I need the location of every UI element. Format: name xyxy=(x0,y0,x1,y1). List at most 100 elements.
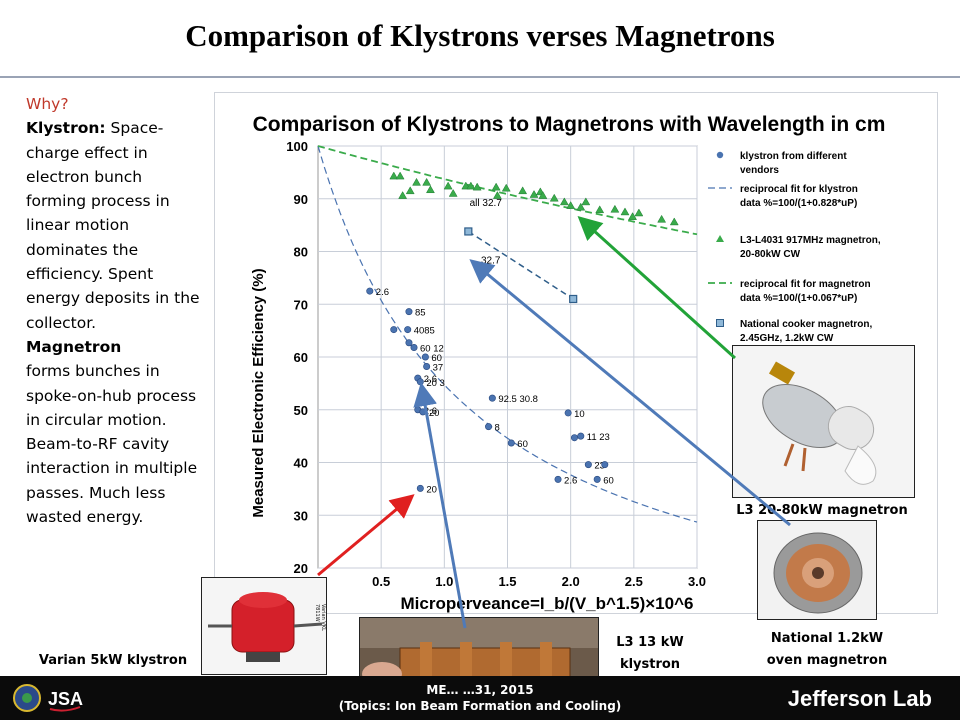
klystron-point xyxy=(405,339,413,347)
klystron-body: Space-charge effect in electron bunch fo… xyxy=(26,119,200,332)
varian-caption: Varian 5kW klystron xyxy=(38,653,188,668)
slide-title: Comparison of Klystrons verses Magnetron… xyxy=(185,18,775,53)
varian-klystron-photo: Varian VKL 7811W xyxy=(201,577,327,675)
magnetron-point xyxy=(398,191,408,199)
x-tick-label: 1.5 xyxy=(498,574,516,589)
point-label: 11 23 xyxy=(587,432,610,443)
legend-entry-text: klystron from different xyxy=(740,151,847,162)
magnetron-point xyxy=(395,171,405,180)
point-label: 20 3 xyxy=(426,378,445,389)
point-label: 60 xyxy=(431,353,442,364)
why-label: Why? xyxy=(26,95,69,113)
explanation-text: Why? Klystron: Space-charge effect in el… xyxy=(26,92,204,529)
magnetron-point xyxy=(448,188,458,197)
magnetron-point xyxy=(491,182,501,191)
footer-text: ME… …31, 2015 (Topics: Ion Beam Formatio… xyxy=(0,682,960,714)
national-point xyxy=(569,294,578,304)
point-label: 60 xyxy=(517,439,528,450)
klystron-point xyxy=(421,353,429,361)
legend-square-swatch xyxy=(716,319,724,327)
klystron-point xyxy=(593,475,601,483)
plot-area: 0.5 1.0 1.5 2.0 2.5 3.0 20 30 40 50 60 70 80 90 100 2.6… xyxy=(286,139,706,589)
legend-entry-text: 2.45GHz, 1.2kW CW xyxy=(740,333,834,344)
point-label: 20 xyxy=(429,408,440,419)
magnetron-point xyxy=(492,191,502,199)
klystron-point xyxy=(584,461,592,469)
x-tick-label: 2.5 xyxy=(625,574,643,589)
y-tick-label: 60 xyxy=(294,350,308,365)
magnetron-point xyxy=(529,190,539,198)
national-point xyxy=(464,227,473,236)
y-tick-label: 50 xyxy=(294,403,308,418)
magnetron-paragraph: Magnetron forms bunches in spoke-on-hub p… xyxy=(26,335,204,529)
magnetron-point xyxy=(472,182,482,191)
point-label: 85 xyxy=(415,308,426,319)
x-tick-label: 3.0 xyxy=(688,574,706,589)
magnetron-image xyxy=(733,346,914,497)
jsa-logo-icon: JSA xyxy=(48,689,83,712)
magnetron-point xyxy=(412,177,421,186)
klystron-point xyxy=(423,362,431,370)
y-tick-label: 20 xyxy=(294,561,308,576)
point-label: 2.6 xyxy=(376,287,389,298)
legend-entry-text: L3-L4031 917MHz magnetron, xyxy=(740,235,881,246)
svg-text:JSA: JSA xyxy=(48,689,83,709)
point-label: 60 xyxy=(603,475,614,486)
y-tick-label: 80 xyxy=(294,245,308,260)
magnetron-point xyxy=(422,177,432,186)
klystron-point xyxy=(419,408,427,416)
legend-entry-text: data %=100/(1+0.067*uP) xyxy=(740,293,857,304)
point-label: 10 xyxy=(574,409,585,420)
magnetron-label: Magnetron xyxy=(26,337,122,356)
varian-photo-label: Varian VKL 7811W xyxy=(314,604,326,631)
klystron-point xyxy=(404,326,412,334)
point-label: 92.5 30.8 xyxy=(498,394,538,405)
magnetron-point xyxy=(581,197,591,206)
klystron-point xyxy=(570,434,578,442)
y-tick-label: 90 xyxy=(294,192,308,207)
magnetron-point xyxy=(634,208,644,217)
legend-entry-text: National cooker magnetron, xyxy=(740,319,872,330)
legend-entry-text: data %=100/(1+0.828*uP) xyxy=(740,198,857,209)
legend-entry-text: reciprocal fit for magnetron xyxy=(740,279,871,290)
footer-line-1: ME… …31, 2015 xyxy=(426,683,534,697)
legend-triangle-swatch xyxy=(716,235,724,242)
chart-legend: klystron from different vendors reciprocal… xyxy=(708,151,881,344)
jefferson-lab-logo: Jefferson Lab xyxy=(787,686,932,711)
magnetron-point xyxy=(595,205,605,214)
y-tick-label: 30 xyxy=(294,508,308,523)
point-label: 4085 xyxy=(414,326,435,337)
klystron-point xyxy=(564,409,572,417)
klystron-point xyxy=(366,287,374,295)
klystron-point xyxy=(410,344,418,352)
magnetron-point xyxy=(466,181,476,190)
legend-entry-text: vendors xyxy=(740,165,779,176)
legend-entry-text: 20-80kW CW xyxy=(740,249,801,260)
magnetron-point xyxy=(559,197,569,206)
point-label: 20 xyxy=(426,484,437,495)
klystron-paragraph: Klystron: Space-charge effect in electro… xyxy=(26,116,204,335)
y-axis-label: Measured Electronic Efficiency (%) xyxy=(250,268,267,517)
slide-footer: JSA ME… …31, 2015 (Topics: Ion Beam Form… xyxy=(0,676,960,720)
slide-header: Comparison of Klystrons verses Magnetron… xyxy=(0,0,960,78)
klystron-point xyxy=(488,394,496,402)
legend-entry-text: reciprocal fit for klystron xyxy=(740,184,858,195)
doe-seal-icon xyxy=(13,684,41,712)
klystron-point xyxy=(485,423,493,431)
klystron-label: Klystron: xyxy=(26,119,106,138)
magnetron-point xyxy=(443,181,453,190)
point-label: 2.6 xyxy=(564,475,577,486)
klystron-point xyxy=(601,461,609,469)
y-tick-label: 100 xyxy=(286,139,308,154)
chart-title: Comparison of Klystrons to Magnetrons wi… xyxy=(253,113,886,136)
magnetron-point xyxy=(518,186,528,195)
x-tick-label: 0.5 xyxy=(372,574,390,589)
l3-magnetron-caption: L3 20-80kW magnetron xyxy=(736,503,908,518)
legend-circle-swatch xyxy=(716,151,724,159)
klystron-point xyxy=(416,378,424,386)
klystron-point xyxy=(577,432,585,440)
chart-annotation: 32.7 xyxy=(481,256,501,267)
national-caption: National 1.2kW oven magnetron xyxy=(766,631,888,668)
klystron-point xyxy=(554,475,562,483)
klystron-point xyxy=(405,308,413,316)
